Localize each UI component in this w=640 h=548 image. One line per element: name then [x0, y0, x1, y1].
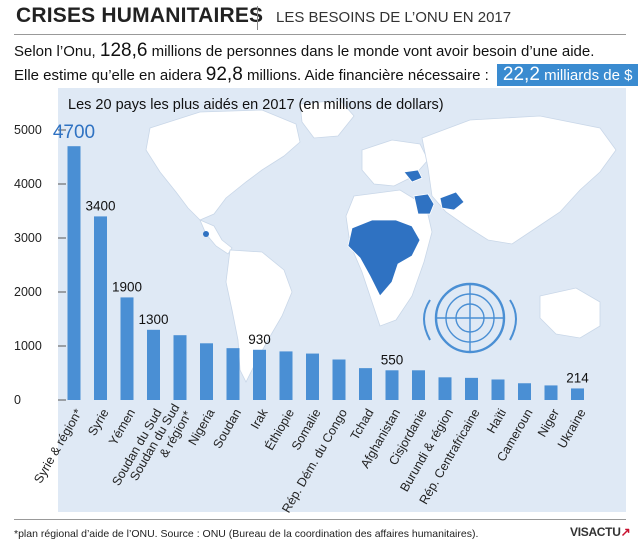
bar — [412, 370, 425, 400]
y-tick-label: 5000 — [14, 123, 42, 137]
bar-value-label: 214 — [566, 370, 589, 385]
category-label: Syrie & région* — [31, 406, 85, 485]
category-label-text: Niger — [535, 407, 562, 440]
header-divider — [14, 34, 626, 35]
logo-arrow-icon: ↗ — [620, 525, 631, 539]
category-label-text: Syrie & région* — [31, 406, 85, 485]
y-tick-label: 1000 — [14, 339, 42, 353]
brand-logo: VISACTU↗ — [570, 525, 631, 539]
category-label-text: Irak — [248, 406, 271, 432]
bar-value-label: 1900 — [112, 279, 142, 294]
bar — [518, 383, 531, 400]
page-subtitle: LES BESOINS DE L’ONU EN 2017 — [276, 9, 512, 26]
funding-badge: 22,2 milliards de $ — [496, 64, 639, 86]
bar — [147, 329, 160, 400]
bars — [67, 146, 584, 400]
y-axis: 0 1000 2000 3000 4000 5000 — [14, 123, 66, 407]
map-highlight-afghanistan — [439, 191, 465, 211]
category-label: Syrie — [85, 406, 111, 438]
footer-divider — [14, 519, 626, 520]
map-highlight-middle-east — [413, 193, 435, 215]
logo-text: VISACTU — [570, 525, 621, 539]
intro-text: millions. Aide financière nécessaire : — [246, 67, 489, 84]
value-labels: 4700 3400 1900 1300 930 550 214 — [53, 122, 589, 385]
bar-value-label: 550 — [381, 352, 404, 367]
y-tick-label: 0 — [14, 393, 21, 407]
category-label: Irak — [248, 406, 271, 432]
bar — [226, 348, 240, 400]
bar-value-label: 3400 — [85, 198, 115, 213]
bar-value-label: 1300 — [138, 312, 168, 327]
people-in-need-value: 128,6 — [99, 40, 148, 61]
y-tick-label: 4000 — [14, 177, 42, 191]
map-highlight-central-africa — [347, 219, 421, 297]
header: CRISES HUMANITAIRES LES BESOINS DE L’ONU… — [0, 0, 640, 34]
bar — [359, 368, 372, 400]
bar — [385, 370, 399, 400]
map-greenland — [299, 99, 355, 139]
map-north-america — [145, 109, 301, 221]
map-highlight-ukraine — [403, 169, 423, 183]
world-map — [145, 99, 617, 383]
intro-line-1: Selon l’Onu, 128,6 millions de personnes… — [14, 40, 594, 62]
intro-text: Selon l’Onu, — [14, 43, 96, 60]
intro-text: millions de personnes dans le monde vont… — [151, 43, 595, 60]
intro-line-2: Elle estime qu’elle en aidera 92,8 milli… — [14, 64, 639, 86]
bar — [332, 359, 346, 400]
header-separator — [257, 6, 258, 30]
bar — [94, 216, 107, 400]
bar-value-label: 4700 — [53, 122, 95, 143]
y-tick-label: 3000 — [14, 231, 42, 245]
intro-text: Elle estime qu’elle en aidera — [14, 67, 202, 84]
bar — [253, 349, 266, 400]
funding-unit: milliards de $ — [544, 67, 633, 84]
bar — [438, 377, 452, 400]
chart-title: Les 20 pays les plus aidés en 2017 (en m… — [68, 97, 444, 113]
bar — [544, 385, 558, 400]
chart-title-text: Les 20 pays les plus aidés en 2017 (en m… — [68, 97, 444, 113]
page-title: CRISES HUMANITAIRES — [16, 4, 264, 27]
map-asia — [421, 115, 617, 245]
map-central-america — [199, 219, 233, 255]
map-highlight-haiti — [203, 231, 209, 237]
bar-value-label: 930 — [248, 332, 271, 347]
y-tick-label: 2000 — [14, 285, 42, 299]
category-label-text: Syrie — [85, 406, 111, 438]
un-emblem-icon — [423, 282, 517, 354]
bar — [67, 146, 81, 400]
bar — [465, 377, 478, 400]
people-helped-value: 92,8 — [205, 64, 243, 85]
source-note: *plan régional d’aide de l’ONU. Source :… — [14, 528, 479, 540]
bar — [173, 335, 187, 400]
funding-value: 22,2 — [502, 64, 540, 85]
bar — [491, 379, 505, 400]
bar — [200, 343, 213, 400]
bar — [306, 353, 319, 400]
category-label: Niger — [535, 407, 562, 440]
map-australia — [539, 287, 601, 339]
category-label: Haïti — [484, 407, 509, 436]
bar — [120, 297, 134, 400]
bar — [279, 351, 293, 400]
category-label-text: Haïti — [484, 407, 509, 436]
bar — [571, 388, 584, 400]
